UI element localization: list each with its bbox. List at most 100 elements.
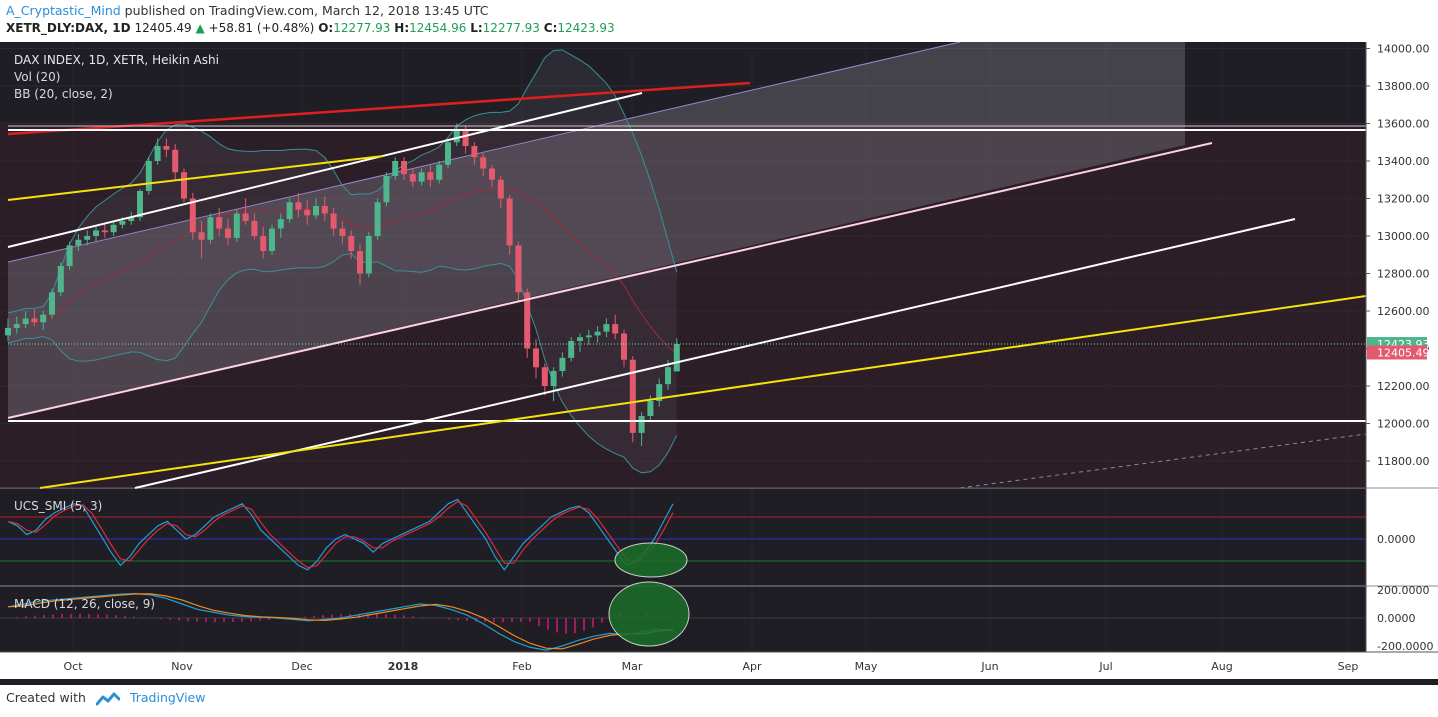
candle-body [577, 337, 583, 341]
y-tick-label: 13600.00 [1377, 118, 1430, 131]
low-label: L: [470, 21, 483, 35]
symbol-label: XETR_DLY:DAX, 1D [6, 21, 131, 35]
candle-body [101, 230, 108, 233]
author-link[interactable]: A_Cryptastic_Mind [6, 3, 121, 18]
candle-body [313, 206, 319, 216]
candle-body [172, 149, 179, 173]
candle-body [145, 161, 152, 191]
tradingview-logo-icon [95, 692, 120, 705]
chart-background [0, 42, 1438, 685]
created-with-label: Created with [6, 690, 86, 705]
candle-body [251, 221, 258, 236]
x-tick-label: Mar [622, 660, 643, 673]
candle-body [321, 206, 328, 214]
x-tick-label: Jun [980, 660, 998, 673]
candle-body [198, 232, 205, 240]
low-value: 12277.93 [482, 21, 540, 35]
candle-body [445, 142, 451, 165]
candle-body [436, 164, 443, 180]
y-tick-label: 12600.00 [1377, 305, 1430, 318]
smi-panel [0, 498, 1366, 578]
candle-body [665, 367, 671, 385]
drawings-foreground [7, 81, 1367, 489]
candle-body [269, 228, 275, 251]
price-change: +58.81 (+0.48%) [208, 21, 315, 35]
candle-body [189, 198, 196, 233]
tradingview-link[interactable]: TradingView [129, 690, 206, 705]
up-arrow-icon: ▲ [195, 21, 205, 35]
candle-body [260, 236, 267, 251]
yellow-upper-trendline [7, 155, 384, 201]
candle-body [533, 348, 539, 368]
candle-body [339, 228, 346, 236]
candle-body [594, 331, 601, 336]
bb-lower [7, 253, 678, 474]
candle-body [673, 344, 680, 372]
y-tick-label: 13200.00 [1377, 193, 1430, 206]
candle-body [629, 359, 636, 433]
candle-body [497, 179, 504, 199]
candle-body [128, 217, 135, 221]
candle-body [453, 129, 460, 143]
candle-body [295, 202, 302, 210]
candle-body [57, 266, 64, 293]
candle-body [330, 213, 337, 229]
candle-body [612, 324, 619, 334]
bb-upper [7, 49, 678, 314]
macd-signal-line [7, 593, 674, 650]
candle-body [392, 161, 399, 176]
candle-body [418, 172, 425, 182]
macd-y-tick-label: 0.0000 [1377, 612, 1416, 625]
right-axis-background [1366, 42, 1438, 679]
candle-body [471, 146, 478, 158]
candle-body [541, 367, 548, 386]
smi-y-tick-label: 0.0000 [1377, 533, 1416, 546]
time-axis-background [0, 652, 1438, 679]
candle-body [75, 239, 82, 246]
candle-body [506, 198, 513, 246]
x-tick-label: Sep [1338, 660, 1359, 673]
candle-body [568, 341, 575, 358]
smi-signal-line [7, 500, 674, 569]
symbol-header: XETR_DLY:DAX, 1D 12405.49 ▲ +58.81 (+0.4… [6, 21, 615, 35]
x-tick-label: Oct [63, 660, 83, 673]
candle-body [585, 335, 592, 338]
candle-body [365, 236, 372, 274]
candle-body [242, 213, 249, 221]
candle-body [110, 224, 117, 233]
channel-lower-line [134, 218, 1296, 489]
legend-title: DAX INDEX, 1D, XETR, Heikin Ashi [14, 53, 219, 67]
candle-body [22, 318, 29, 325]
x-tick-label: Jul [1098, 660, 1112, 673]
y-tick-label: 12200.00 [1377, 380, 1430, 393]
candle-body [40, 314, 47, 323]
macd-y-tick-label: 200.0000 [1377, 584, 1430, 597]
channel-middle-line [7, 142, 1213, 419]
candle-body [462, 129, 469, 146]
candle-body [233, 213, 240, 238]
candle-body [216, 217, 223, 229]
chart-canvas[interactable]: 14000.00 13800.00 13600.00 13400.00 13200.00… [0, 42, 1438, 685]
legend-bollinger: BB (20, close, 2) [14, 87, 113, 101]
candle-body [84, 236, 91, 240]
shaded-zone [0, 122, 1366, 488]
x-tick-label: Apr [742, 660, 762, 673]
candle-body [621, 333, 627, 360]
open-label: O: [318, 21, 334, 35]
y-tick-label: 12800.00 [1377, 268, 1430, 281]
close-value: 12423.93 [557, 21, 615, 35]
candle-body [225, 228, 231, 238]
y-tick-label: 12000.00 [1377, 418, 1430, 431]
candle-body [119, 221, 126, 225]
candle-body [374, 202, 381, 236]
candle-body [93, 230, 99, 236]
high-value: 12454.96 [409, 21, 467, 35]
open-value: 12277.93 [333, 21, 391, 35]
candle-body [13, 324, 20, 328]
candle-body [277, 219, 284, 229]
candle-body [656, 384, 663, 401]
x-tick-label: 2018 [388, 660, 419, 673]
candle-body [550, 371, 557, 386]
candle-body [427, 172, 434, 180]
candle-body [304, 209, 311, 216]
